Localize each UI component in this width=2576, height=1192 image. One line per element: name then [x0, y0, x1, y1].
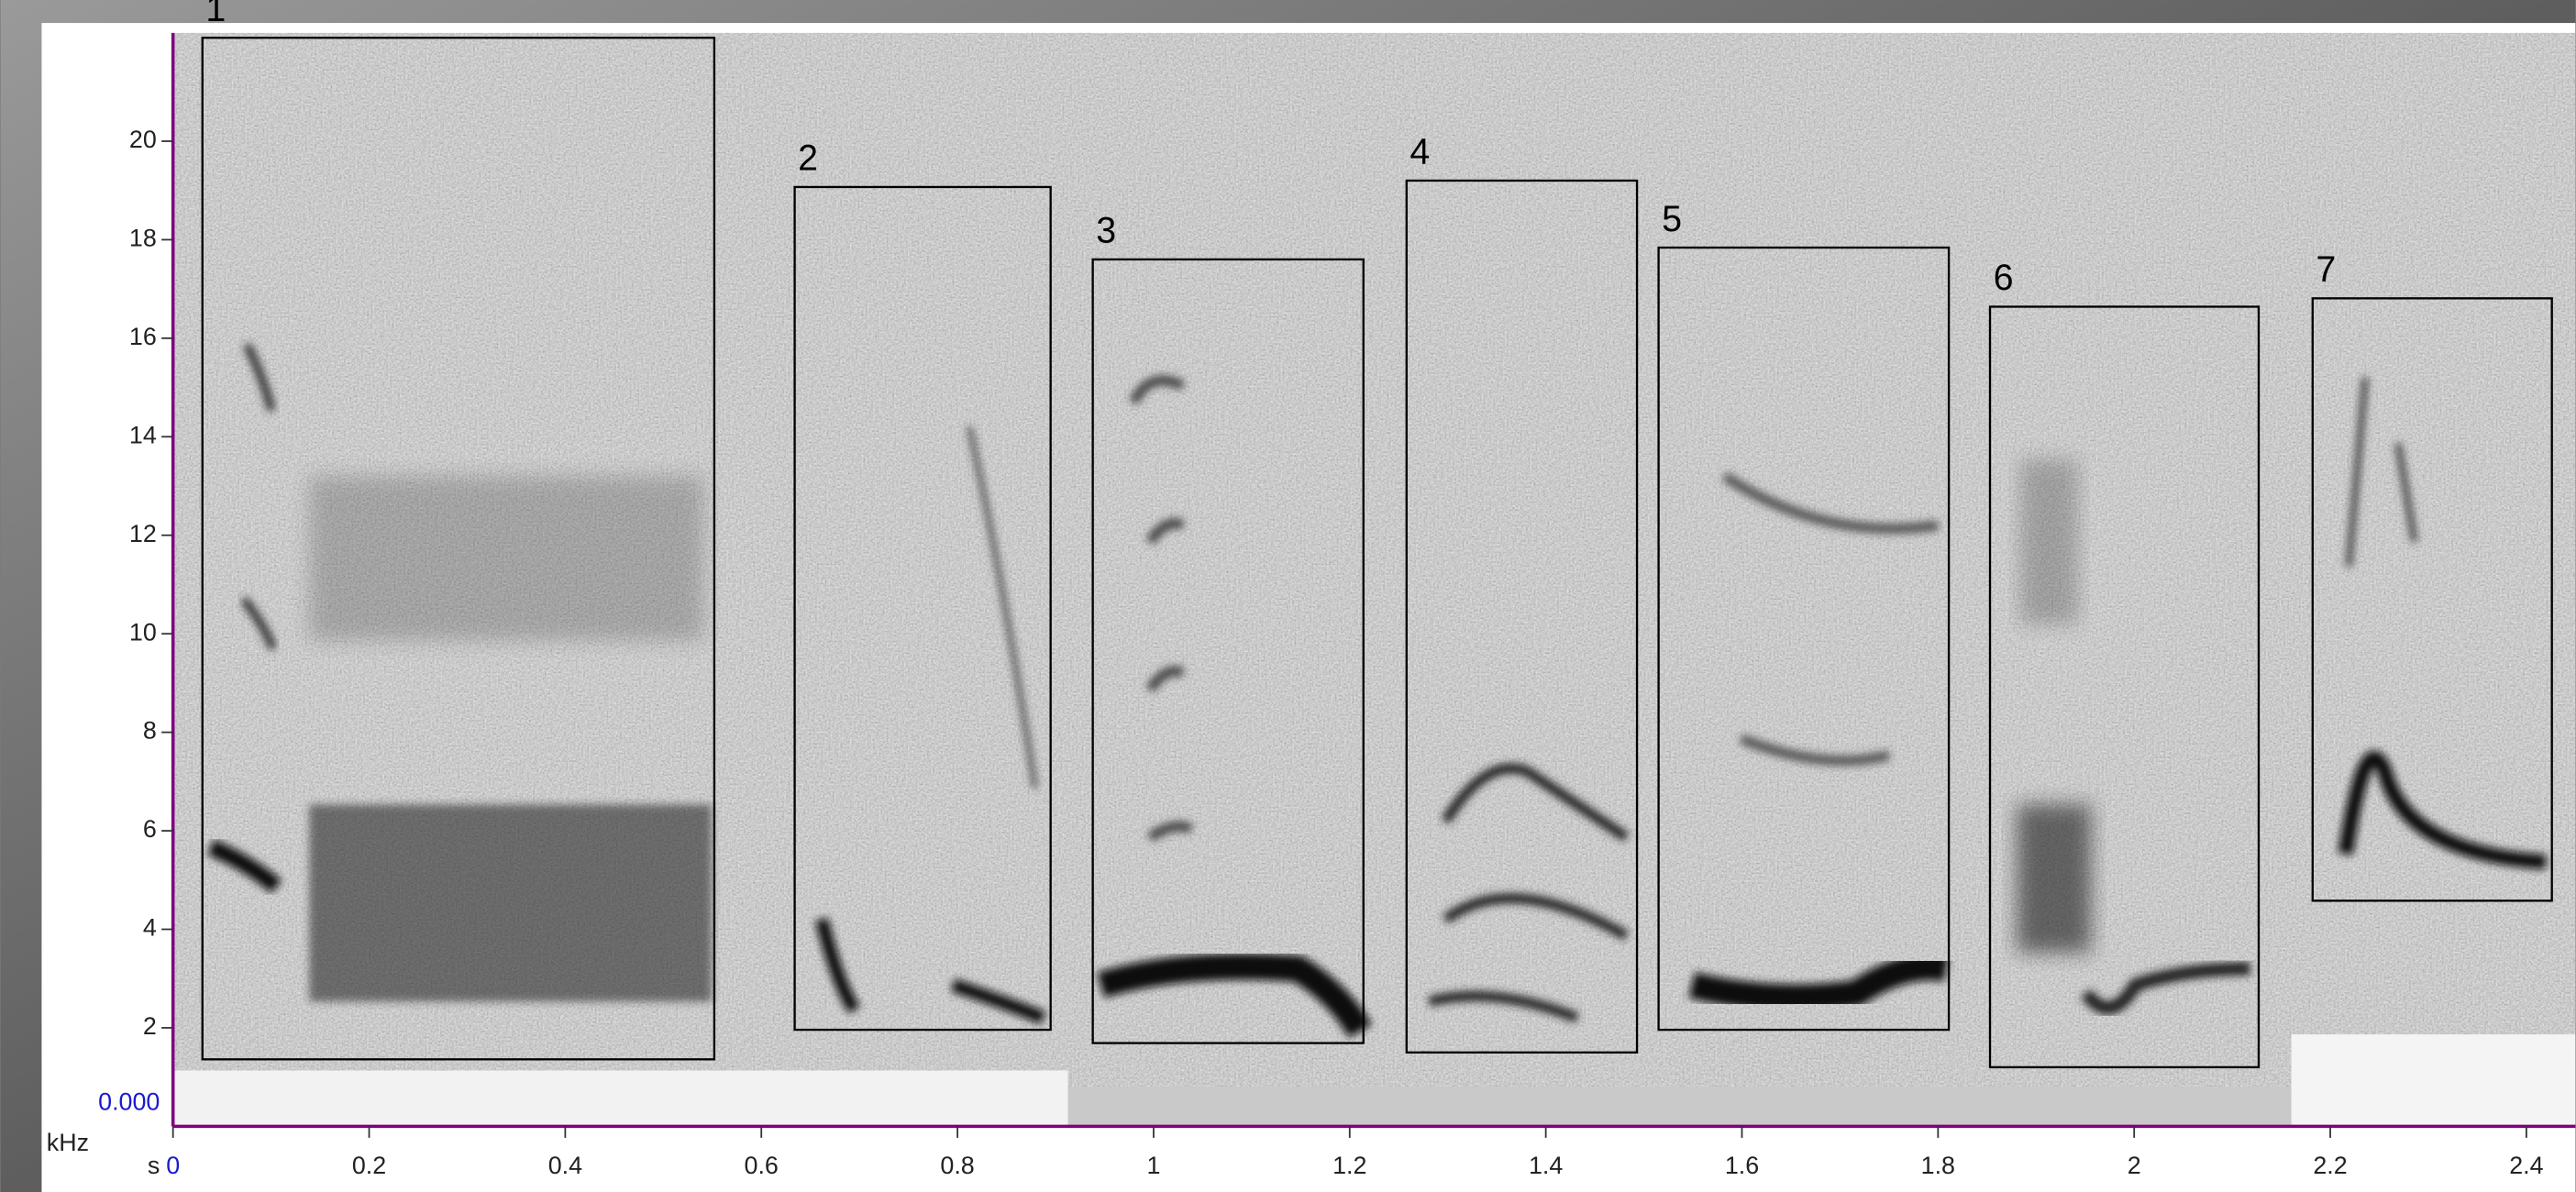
quiet-band	[1067, 1087, 2292, 1127]
x-tick-label: 0	[166, 1152, 180, 1179]
box-label: 3	[1096, 211, 1116, 251]
cursor-value: 0.000	[98, 1087, 160, 1115]
x-tick-label: 1.8	[1921, 1152, 1955, 1179]
spectrogram-image	[172, 32, 2576, 1127]
y-tick-label: 2	[143, 1012, 157, 1040]
box-label: 1	[205, 0, 226, 29]
y-tick-label: 16	[129, 323, 157, 350]
y-tick-label: 20	[129, 126, 157, 153]
x-tick-label: 0.4	[548, 1152, 582, 1179]
box-label: 7	[2316, 249, 2336, 290]
x-tick-label: 2	[2128, 1152, 2141, 1179]
box-label: 6	[1994, 258, 2014, 298]
y-tick-label: 12	[129, 520, 157, 547]
box-label: 4	[1410, 132, 1430, 172]
x-tick-label: 1.6	[1725, 1152, 1759, 1179]
selection-box	[2311, 297, 2553, 902]
x-tick-label: 2.2	[2313, 1152, 2347, 1179]
y-tick-label: 6	[143, 815, 157, 843]
x-unit: s	[148, 1152, 160, 1179]
quiet-band	[172, 1070, 1068, 1127]
x-tick-label: 2.4	[2509, 1152, 2543, 1179]
x-tick-label: 0.2	[352, 1152, 386, 1179]
y-tick-label: 14	[129, 421, 157, 448]
selection-box	[1091, 258, 1365, 1044]
y-tick-label: 10	[129, 618, 157, 646]
selection-box	[1405, 179, 1639, 1054]
y-unit: kHz	[47, 1129, 89, 1156]
quiet-band	[2291, 1034, 2576, 1127]
x-tick-label: 0.8	[940, 1152, 974, 1179]
selection-box	[201, 37, 716, 1061]
x-tick-label: 1.4	[1529, 1152, 1563, 1179]
box-label: 2	[798, 138, 818, 179]
selection-box	[793, 185, 1052, 1032]
y-tick-label: 8	[143, 717, 157, 745]
y-tick-label: 4	[143, 914, 157, 942]
box-label: 5	[1662, 199, 1682, 239]
y-tick-label: 18	[129, 225, 157, 252]
x-tick-label: 1	[1146, 1152, 1160, 1179]
selection-box	[1657, 246, 1951, 1032]
selection-box	[1988, 305, 2261, 1069]
x-tick-label: 1.2	[1332, 1152, 1366, 1179]
traces	[207, 343, 2547, 1038]
x-tick-label: 0.6	[745, 1152, 779, 1179]
